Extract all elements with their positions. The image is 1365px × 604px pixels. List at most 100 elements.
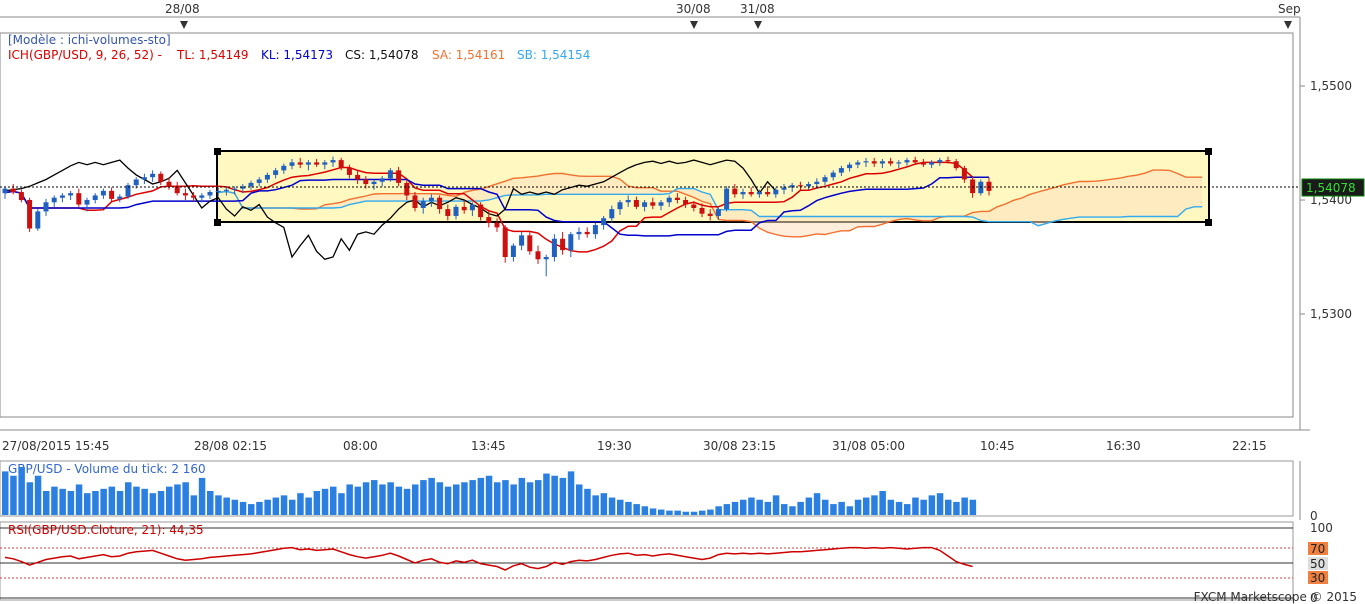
candle-body	[437, 197, 443, 210]
candle-body	[674, 197, 680, 200]
volume-bar	[772, 495, 780, 515]
candle-body	[18, 192, 24, 200]
candle-body	[781, 187, 787, 190]
candle-body	[970, 179, 976, 194]
volume-zero: 0	[1310, 509, 1318, 523]
candle-body	[100, 190, 106, 196]
marker-arrow-icon	[1284, 21, 1292, 29]
volume-title: GBP/USD - Volume du tick: 2 160	[8, 462, 206, 476]
candle-body	[797, 185, 803, 187]
volume-bar	[371, 480, 378, 515]
volume-bar	[207, 491, 214, 515]
volume-bar	[699, 510, 706, 515]
volume-bar	[666, 510, 673, 515]
ich-sb: SB: 1,54154	[517, 48, 590, 62]
candle-body	[617, 202, 623, 210]
candle-body	[256, 179, 262, 183]
rsi-level-70-box	[1308, 542, 1328, 555]
candle-body	[199, 195, 205, 198]
candle-body	[724, 188, 730, 210]
volume-bar	[297, 493, 304, 515]
volume-bar	[805, 497, 813, 515]
volume-bar	[625, 501, 632, 515]
volume-bar	[789, 506, 796, 515]
volume-bar	[526, 482, 534, 515]
volume-bar	[43, 491, 50, 515]
volume-bar	[485, 475, 493, 515]
rsi-levels: 100 70 50 30 0	[1308, 521, 1333, 604]
candle-body	[929, 162, 935, 165]
resize-handle	[1205, 148, 1212, 155]
candle-body	[806, 184, 812, 187]
candle-body	[461, 206, 467, 211]
top-marker-label: 28/08	[165, 2, 200, 16]
volume-bar	[141, 488, 148, 515]
volume-bar	[420, 480, 427, 515]
resize-handle	[214, 148, 221, 155]
candle-body	[650, 202, 656, 206]
price-axis: 1,5500 1,5400 1,5300 1,54078	[1300, 79, 1365, 321]
volume-bar	[797, 501, 804, 515]
candle-body	[986, 181, 992, 191]
volume-bar	[149, 493, 157, 515]
rsi-level-label: 50	[1310, 557, 1325, 571]
candle-body	[273, 170, 279, 175]
volume-bar	[338, 493, 345, 515]
candle-body	[510, 245, 516, 257]
volume-bar	[617, 499, 624, 515]
candle-body	[379, 178, 385, 182]
candle-body	[363, 179, 369, 185]
candle-body	[27, 200, 33, 229]
volume-bar	[690, 511, 698, 515]
candle-body	[412, 195, 418, 208]
candle-body	[699, 207, 705, 214]
candle-body	[248, 182, 254, 187]
volume-bar	[822, 499, 829, 515]
volume-bar	[215, 495, 222, 515]
volume-bar	[75, 484, 83, 515]
candle-body	[68, 193, 74, 196]
candle-body	[469, 204, 475, 211]
volume-bar	[313, 491, 321, 515]
candle-body	[871, 161, 877, 164]
resize-handle	[1205, 219, 1212, 226]
candle-body	[658, 202, 664, 206]
candle-body	[174, 186, 180, 194]
highlight-handles[interactable]	[214, 148, 1212, 226]
time-tick: 30/08 23:15	[703, 439, 776, 453]
candle-body	[625, 200, 631, 203]
volume-bar	[346, 484, 353, 515]
candle-body	[568, 234, 574, 251]
volume-bar	[436, 482, 444, 515]
volume-bar	[354, 486, 362, 515]
candle-body	[879, 161, 885, 164]
candle-body	[535, 251, 541, 260]
candle-body	[576, 231, 582, 235]
volume-bar	[740, 499, 747, 515]
volume-bar	[182, 482, 189, 515]
candle-body	[494, 222, 500, 228]
volume-bar	[387, 482, 394, 515]
candle-body	[10, 188, 16, 193]
volume-bar	[272, 497, 280, 515]
candle-body	[838, 168, 844, 173]
candle-body	[76, 193, 82, 205]
current-price-tag	[1301, 178, 1365, 197]
time-tick: 31/08 05:00	[832, 439, 905, 453]
candle-body	[863, 161, 869, 163]
candle-body	[59, 195, 65, 198]
volume-bar	[510, 484, 517, 515]
volume-bar	[633, 504, 640, 515]
volume-bar	[379, 484, 386, 515]
volume-bar	[969, 499, 977, 515]
candle-body	[855, 162, 861, 165]
volume-bar	[256, 501, 263, 515]
rsi-level-50-box	[1308, 557, 1328, 570]
top-markers: 28/08 30/08 31/08 Sep	[165, 2, 1301, 29]
candle-body	[207, 192, 213, 196]
ich-tl: TL: 1,54149	[176, 48, 249, 62]
ich-kl: KL: 1,54173	[261, 48, 333, 62]
volume-bar	[945, 499, 952, 515]
candle-body	[748, 192, 754, 195]
candle-body	[51, 197, 57, 203]
